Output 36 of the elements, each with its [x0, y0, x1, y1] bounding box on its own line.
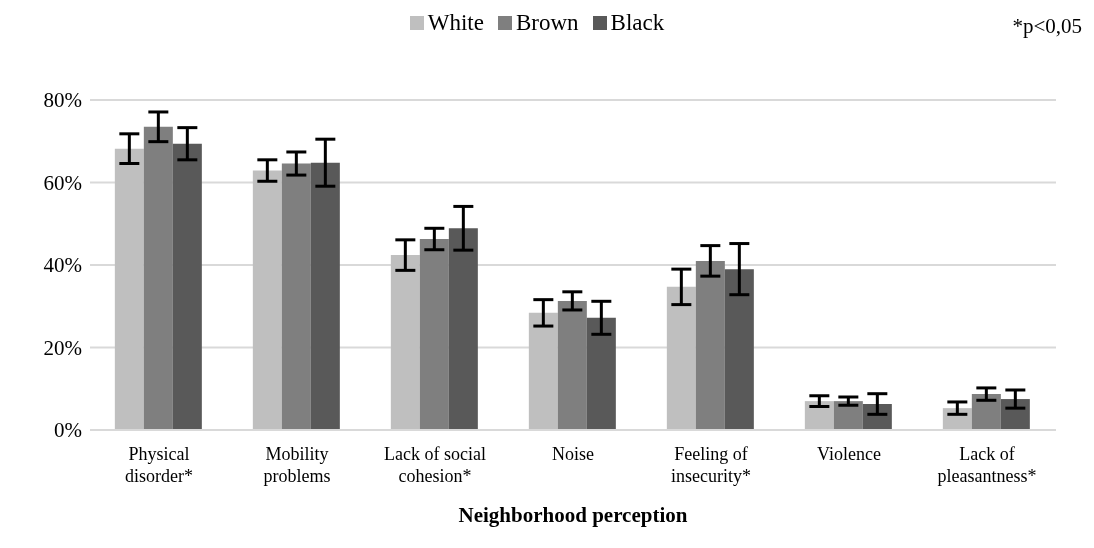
legend-label: White — [427, 10, 484, 36]
x-tick-label: Physical disorder* — [125, 444, 193, 486]
bar — [804, 401, 834, 430]
bar — [114, 148, 144, 430]
bar — [172, 143, 202, 430]
x-tick-label: Lack of social cohesion* — [384, 444, 486, 486]
bar — [281, 163, 311, 430]
bar — [310, 162, 340, 430]
y-tick-label: 80% — [43, 88, 82, 113]
legend-label: Black — [610, 10, 665, 36]
y-tick-label: 20% — [43, 335, 82, 360]
bar — [528, 312, 558, 430]
bar — [586, 317, 616, 430]
x-axis-title: Neighborhood perception — [458, 503, 688, 527]
text: *p<0,05 — [1012, 14, 1082, 39]
x-tick-label: Violence — [817, 444, 881, 464]
x-tick-label: Feeling of insecurity* — [671, 444, 751, 486]
y-tick-label: 40% — [43, 253, 82, 278]
bar — [557, 300, 587, 430]
y-tick-label: 60% — [43, 170, 82, 195]
bar — [419, 239, 449, 430]
bar — [695, 260, 725, 430]
legend-label: Brown — [515, 10, 579, 36]
bar — [252, 170, 282, 430]
bar — [724, 269, 754, 430]
bar — [448, 228, 478, 430]
bar — [833, 401, 863, 430]
x-tick-label: Mobility problems — [263, 444, 331, 486]
bar — [1000, 399, 1030, 430]
y-tick-label: 0% — [54, 418, 82, 443]
bar — [390, 255, 420, 430]
bar — [971, 394, 1001, 430]
bar — [143, 126, 173, 430]
x-tick-label: Lack of pleasantness* — [937, 444, 1037, 486]
x-tick-label: Noise — [552, 444, 594, 464]
bar — [666, 286, 696, 430]
